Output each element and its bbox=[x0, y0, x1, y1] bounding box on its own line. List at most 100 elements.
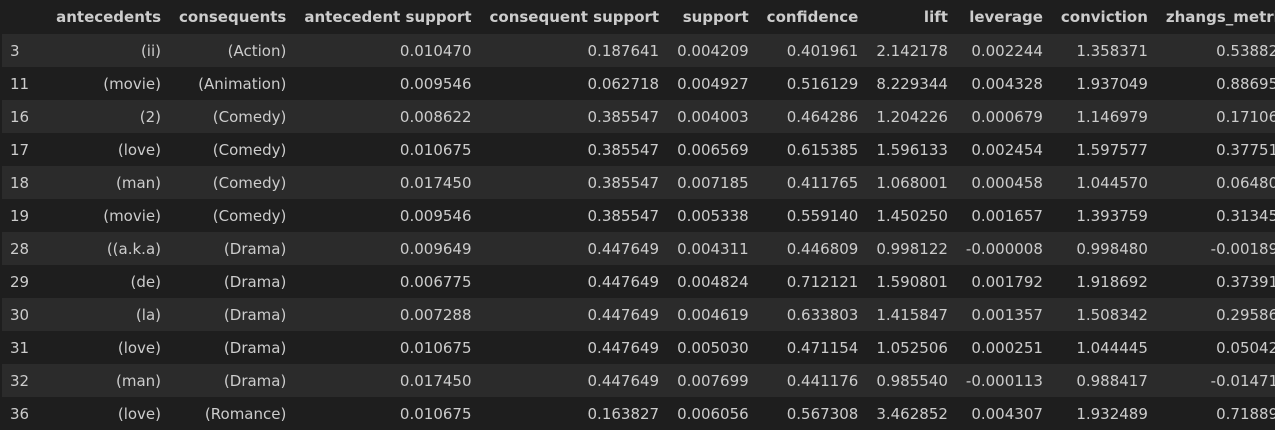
confidence-header: confidence bbox=[766, 8, 859, 26]
consequents-cell: (Comedy) bbox=[212, 140, 287, 159]
leverage-cell: 0.002244 bbox=[971, 41, 1043, 60]
lift-cell: 1.590801 bbox=[876, 272, 948, 291]
consequents-cell: (Comedy) bbox=[212, 107, 287, 126]
zhangs-metric-header: zhangs_metric bbox=[1165, 8, 1275, 26]
antecedents-cell: (love) bbox=[117, 140, 161, 159]
confidence-cell: 0.441176 bbox=[786, 371, 859, 390]
table-header: antecedents consequents antecedent support… bbox=[2, 0, 1275, 34]
antecedents-cell: (movie) bbox=[103, 206, 161, 225]
antecedent-support-cell: 0.007288 bbox=[399, 305, 472, 324]
leverage-cell: 0.004328 bbox=[971, 74, 1043, 93]
zhangs-metric-cell: 0.050425 bbox=[1216, 338, 1275, 357]
confidence-cell: 0.633803 bbox=[786, 305, 859, 324]
lift-header: lift bbox=[923, 8, 948, 26]
leverage-cell: 0.000458 bbox=[971, 173, 1043, 192]
consequent-support-cell: 0.447649 bbox=[587, 305, 660, 324]
consequent-support-cell: 0.385547 bbox=[587, 140, 660, 159]
antecedents-cell: (la) bbox=[135, 305, 161, 324]
table-row: 28 ((a.k.a) (Drama) 0.009649 0.447649 0.00431… bbox=[2, 232, 1275, 265]
antecedent-support-cell: 0.009546 bbox=[399, 206, 472, 225]
consequents-cell: (Drama) bbox=[223, 272, 287, 291]
row-index: 31 bbox=[10, 338, 30, 357]
table-row: 32 (man) (Drama) 0.017450 0.447649 0.007699 0.… bbox=[2, 364, 1275, 397]
conviction-cell: 1.146979 bbox=[1076, 107, 1148, 126]
antecedent-support-cell: 0.017450 bbox=[399, 173, 472, 192]
conviction-cell: 1.937049 bbox=[1076, 74, 1148, 93]
antecedents-cell: (man) bbox=[115, 173, 161, 192]
zhangs-metric-cell: 0.377516 bbox=[1216, 140, 1275, 159]
conviction-header: conviction bbox=[1060, 8, 1148, 26]
table-row: 18 (man) (Comedy) 0.017450 0.385547 0.007185 0… bbox=[2, 166, 1275, 199]
consequent-support-cell: 0.385547 bbox=[587, 107, 660, 126]
consequents-cell: (Drama) bbox=[223, 305, 287, 324]
conviction-cell: 1.918692 bbox=[1076, 272, 1148, 291]
confidence-cell: 0.516129 bbox=[786, 74, 859, 93]
antecedents-header: antecedents bbox=[56, 8, 161, 26]
row-index: 36 bbox=[10, 404, 30, 423]
lift-cell: 1.596133 bbox=[876, 140, 948, 159]
lift-cell: 2.142178 bbox=[876, 41, 948, 60]
confidence-cell: 0.471154 bbox=[786, 338, 859, 357]
table-row: 29 (de) (Drama) 0.006775 0.447649 0.004824 0.7… bbox=[2, 265, 1275, 298]
confidence-cell: 0.567308 bbox=[786, 404, 859, 423]
antecedent-support-cell: 0.009546 bbox=[399, 74, 472, 93]
consequents-cell: (Action) bbox=[227, 41, 287, 60]
row-index: 30 bbox=[10, 305, 30, 324]
consequents-header: consequents bbox=[179, 8, 287, 26]
consequent-support-cell: 0.187641 bbox=[587, 41, 660, 60]
conviction-cell: 0.998480 bbox=[1076, 239, 1148, 258]
leverage-cell: 0.001792 bbox=[971, 272, 1043, 291]
table-row: 3 (ii) (Action) 0.010470 0.187641 0.004209 0.4… bbox=[2, 34, 1275, 67]
lift-cell: 1.068001 bbox=[876, 173, 948, 192]
consequent-support-header: consequent support bbox=[489, 8, 660, 26]
support-cell: 0.004311 bbox=[677, 239, 749, 258]
lift-cell: 1.415847 bbox=[876, 305, 948, 324]
lift-cell: 0.998122 bbox=[876, 239, 948, 258]
zhangs-metric-cell: -0.001897 bbox=[1210, 239, 1275, 258]
conviction-cell: 1.044445 bbox=[1076, 338, 1148, 357]
antecedent-support-cell: 0.010675 bbox=[399, 404, 472, 423]
consequent-support-cell: 0.447649 bbox=[587, 272, 660, 291]
table-row: 17 (love) (Comedy) 0.010675 0.385547 0.006569… bbox=[2, 133, 1275, 166]
antecedents-cell: (man) bbox=[115, 371, 161, 390]
leverage-cell: 0.000679 bbox=[971, 107, 1043, 126]
row-index: 18 bbox=[10, 173, 30, 192]
antecedents-cell: (2) bbox=[139, 107, 161, 126]
consequent-support-cell: 0.062718 bbox=[587, 74, 660, 93]
leverage-cell: 0.001657 bbox=[971, 206, 1043, 225]
lift-cell: 3.462852 bbox=[876, 404, 948, 423]
zhangs-metric-cell: 0.373919 bbox=[1216, 272, 1275, 291]
support-cell: 0.004927 bbox=[677, 74, 749, 93]
support-cell: 0.005030 bbox=[677, 338, 749, 357]
support-cell: 0.004824 bbox=[677, 272, 749, 291]
row-index: 3 bbox=[10, 41, 20, 60]
index-header bbox=[2, 0, 47, 34]
consequent-support-cell: 0.447649 bbox=[587, 338, 660, 357]
lift-cell: 8.229344 bbox=[876, 74, 948, 93]
confidence-cell: 0.446809 bbox=[786, 239, 859, 258]
consequents-cell: (Romance) bbox=[204, 404, 287, 423]
consequents-cell: (Animation) bbox=[198, 74, 287, 93]
support-cell: 0.007185 bbox=[677, 173, 749, 192]
antecedent-support-cell: 0.010675 bbox=[399, 338, 472, 357]
row-index: 19 bbox=[10, 206, 30, 225]
table-body: 3 (ii) (Action) 0.010470 0.187641 0.004209 0.4… bbox=[2, 34, 1275, 430]
confidence-cell: 0.401961 bbox=[786, 41, 859, 60]
confidence-cell: 0.464286 bbox=[786, 107, 859, 126]
confidence-cell: 0.712121 bbox=[786, 272, 859, 291]
antecedents-cell: (love) bbox=[117, 404, 161, 423]
consequent-support-cell: 0.385547 bbox=[587, 173, 660, 192]
conviction-cell: 1.393759 bbox=[1076, 206, 1148, 225]
conviction-cell: 1.508342 bbox=[1076, 305, 1148, 324]
consequents-cell: (Drama) bbox=[223, 371, 287, 390]
row-index: 16 bbox=[10, 107, 30, 126]
leverage-cell: -0.000113 bbox=[965, 371, 1043, 390]
zhangs-metric-cell: 0.718895 bbox=[1216, 404, 1275, 423]
antecedents-cell: (ii) bbox=[140, 41, 161, 60]
consequent-support-cell: 0.385547 bbox=[587, 206, 660, 225]
lift-cell: 0.985540 bbox=[876, 371, 948, 390]
consequent-support-cell: 0.447649 bbox=[587, 239, 660, 258]
lift-cell: 1.052506 bbox=[876, 338, 948, 357]
